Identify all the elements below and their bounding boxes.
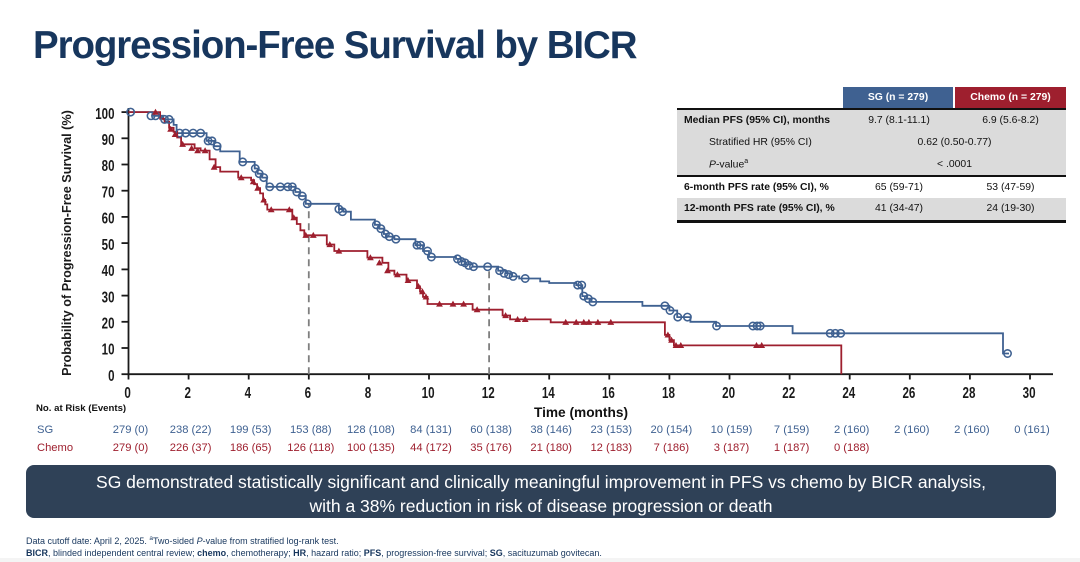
svg-text:8: 8 — [365, 384, 372, 401]
svg-text:24: 24 — [842, 384, 855, 401]
svg-text:70: 70 — [102, 182, 115, 200]
svg-text:20: 20 — [722, 384, 735, 401]
svg-text:10: 10 — [102, 340, 115, 358]
svg-text:2: 2 — [184, 384, 191, 401]
svg-text:4: 4 — [245, 384, 252, 401]
svg-text:50: 50 — [102, 235, 115, 253]
svg-text:30: 30 — [102, 287, 115, 305]
svg-text:18: 18 — [662, 384, 675, 401]
svg-text:Probability of Progression-Fre: Probability of Progression-Free Survival… — [60, 110, 74, 376]
svg-text:22: 22 — [782, 384, 795, 401]
svg-text:20: 20 — [102, 314, 115, 332]
svg-text:30: 30 — [1023, 384, 1036, 401]
svg-text:6: 6 — [305, 384, 312, 401]
svg-text:60: 60 — [102, 209, 115, 227]
svg-text:40: 40 — [102, 261, 115, 279]
svg-text:0: 0 — [124, 384, 131, 401]
svg-text:28: 28 — [963, 384, 976, 401]
svg-text:100: 100 — [95, 104, 114, 122]
svg-text:10: 10 — [422, 384, 435, 401]
svg-text:16: 16 — [602, 384, 615, 401]
svg-text:14: 14 — [542, 384, 555, 401]
svg-text:26: 26 — [902, 384, 915, 401]
svg-text:90: 90 — [102, 130, 115, 148]
svg-text:0: 0 — [108, 366, 115, 384]
svg-text:80: 80 — [102, 156, 115, 174]
svg-text:12: 12 — [482, 384, 495, 401]
